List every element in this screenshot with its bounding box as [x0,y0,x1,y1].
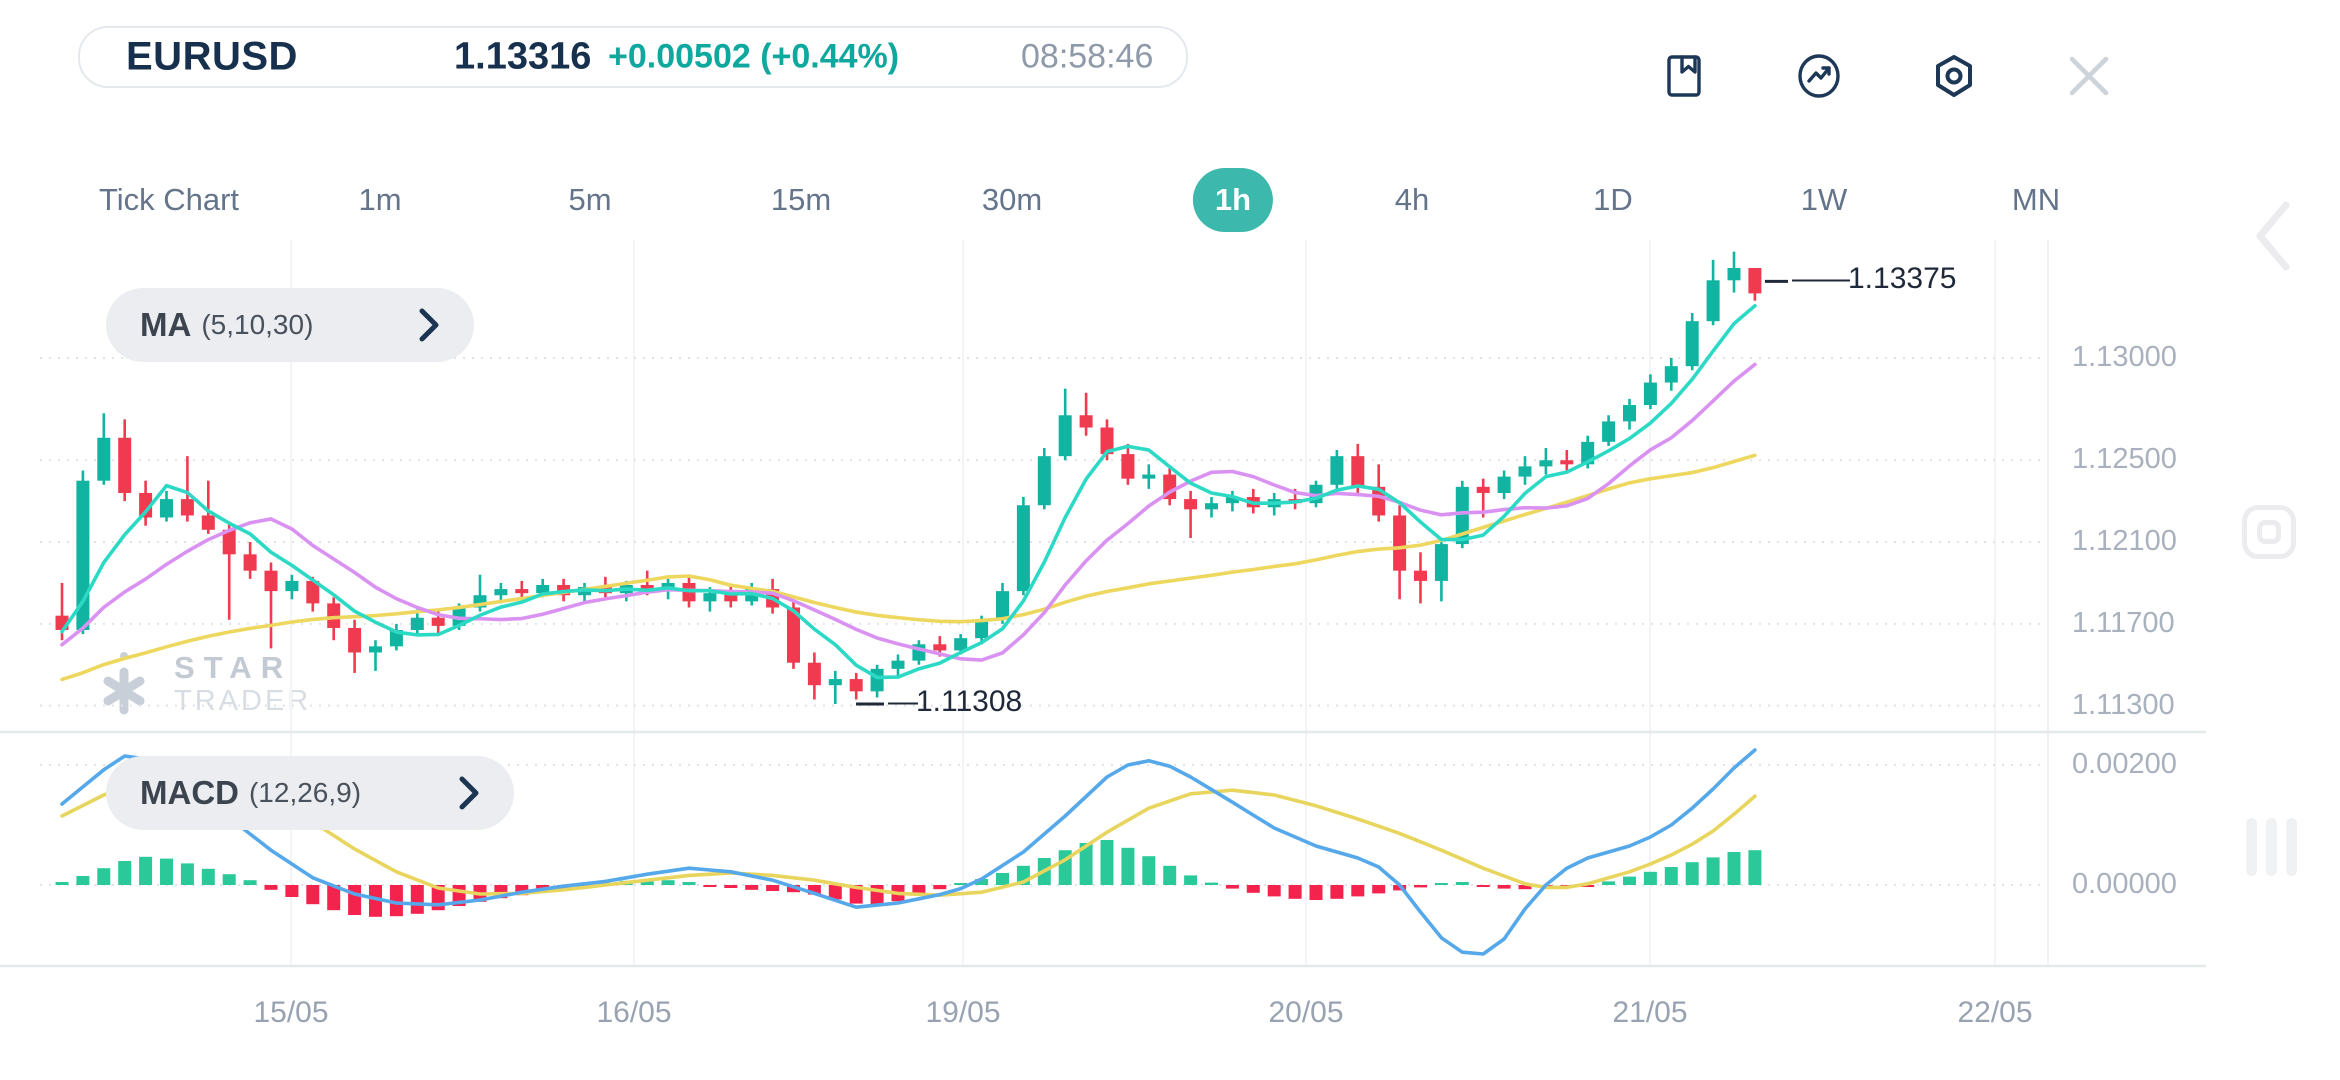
price-tick-label: 1.11700 [2072,606,2175,639]
ma-indicator-params: (5,10,30) [201,309,314,340]
star-trader-watermark: STAR TRADER [92,648,311,720]
price-change: +0.00502 (+0.44%) [608,37,900,76]
collapse-panel-chevron-icon[interactable] [2252,200,2296,272]
object-tool-handle-icon[interactable] [2242,505,2296,559]
price-tick-label: 1.12500 [2072,443,2177,476]
quote-summary-pill: EURUSD 1.13316 +0.00502 (+0.44%) 08:58:4… [78,26,1188,88]
watermark-line2: TRADER [174,685,312,717]
last-price: 1.13316 [454,35,592,78]
settings-gear-icon[interactable] [1930,52,1978,100]
tab-30m[interactable]: 30m [981,182,1043,217]
date-tick-label: 19/05 [925,996,1001,1029]
date-tick-label: 21/05 [1612,996,1688,1029]
ma-indicator-name: MA [140,306,192,343]
close-icon[interactable] [2065,52,2113,100]
drawer-grip-icon[interactable] [2246,818,2297,876]
date-tick-label: 22/05 [1957,996,2033,1029]
tab-1w[interactable]: 1W [1800,182,1848,217]
tab-5m[interactable]: 5m [568,182,612,217]
high-price-tag: ——1.13375 [1792,262,1957,296]
header-toolbar [1660,48,2160,104]
tab-1h[interactable]: 1h [1192,168,1274,232]
tab-15m[interactable]: 15m [770,182,832,217]
date-tick-label: 20/05 [1268,996,1344,1029]
quote-time: 08:58:46 [1021,37,1154,76]
low-price-tag: —1.11308 [888,685,1023,718]
ma-indicator-button[interactable]: MA (5,10,30) [106,288,474,362]
chevron-right-icon [419,308,439,342]
macd-indicator-name: MACD [140,774,239,811]
price-tick-label: 1.11300 [2072,688,2175,721]
macd-indicator-button[interactable]: MACD (12,26,9) [106,756,514,830]
macd-tick-label: 0.00000 [2072,868,2177,900]
date-tick-label: 16/05 [596,996,672,1029]
tab-1m[interactable]: 1m [358,182,402,217]
chevron-right-icon [459,776,479,810]
date-tick-label: 15/05 [253,996,329,1029]
price-tick-label: 1.12100 [2072,525,2177,558]
timeframe-tabs: Tick Chart 1m 5m 15m 30m 1h 4h 1D 1W MN [0,160,2340,240]
macd-indicator-params: (12,26,9) [248,777,362,808]
bookmark-icon[interactable] [1660,52,1708,100]
tab-mn[interactable]: MN [2011,182,2061,217]
tab-4h[interactable]: 4h [1394,182,1430,217]
macd-tick-label: 0.00200 [2072,748,2177,780]
tab-1d[interactable]: 1D [1593,182,1633,217]
price-tick-label: 1.13000 [2072,341,2177,373]
tab-tick-chart[interactable]: Tick Chart [98,182,240,217]
market-trend-icon[interactable] [1795,52,1843,100]
symbol-name: EURUSD [126,34,298,79]
watermark-line1: STAR [174,650,293,685]
